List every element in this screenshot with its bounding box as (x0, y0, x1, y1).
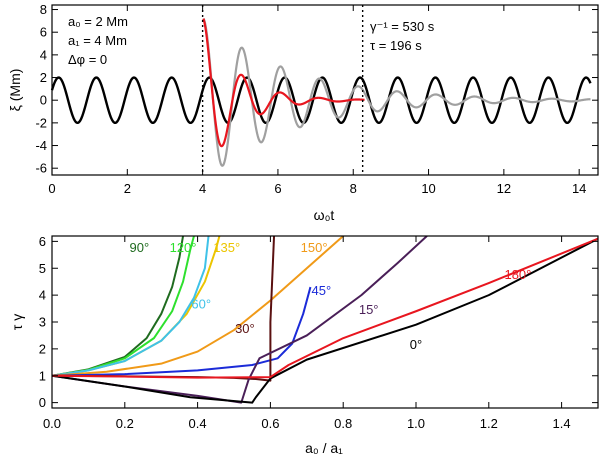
bottom-x-tick-label: 0.2 (116, 416, 134, 431)
top-y-tick-label: 2 (40, 70, 47, 85)
top-annotation-gamma: γ⁻¹ = 530 s (370, 19, 435, 34)
bottom-series-label: 30° (235, 321, 255, 336)
top-plot-frame (51, 4, 599, 176)
top-x-tick-label: 10 (421, 181, 435, 196)
bottom-series-label: 0° (410, 337, 422, 352)
bottom-series-line (52, 236, 428, 404)
top-y-tick-label: -4 (35, 138, 47, 153)
top-y-tick-label: -2 (35, 115, 47, 130)
bottom-y-tick-label: 5 (39, 261, 46, 276)
bottom-series-label: 60° (191, 297, 211, 312)
bottom-curve-labels: 90° 120° 135° 60° 150° 45° 30° 15° 0° 180° (130, 240, 532, 352)
top-x-tick-label: 6 (274, 181, 281, 196)
top-annotation-a1: a₁ = 4 Mm (68, 33, 127, 48)
bottom-series-line (52, 286, 312, 377)
bottom-y-tick-label: 1 (39, 368, 46, 383)
bottom-ticks: 0.0 0.2 0.4 0.6 0.8 1.0 1.2 1.4 0 1 2 3 4 5 6 (39, 234, 598, 431)
bottom-panel: 0.0 0.2 0.4 0.6 0.8 1.0 1.2 1.4 0 1 2 3 4 5 6 90° 120° 1… (9, 234, 599, 456)
top-x-axis-label: ω₀t (314, 207, 335, 223)
bottom-y-tick-label: 4 (39, 288, 46, 303)
top-x-tick-label: 14 (572, 181, 586, 196)
bottom-x-tick-label: 0.8 (334, 416, 352, 431)
top-y-tick-label: 4 (40, 47, 47, 62)
bottom-series-label: 90° (130, 240, 150, 255)
bottom-series-label: 120° (170, 240, 197, 255)
bottom-curves (52, 236, 598, 404)
bottom-series-line (52, 236, 210, 377)
bottom-x-tick-label: 0.0 (43, 416, 61, 431)
bottom-series-line (52, 236, 344, 377)
top-ticks: 0 2 4 6 8 10 12 14 -6 -4 -2 0 2 4 6 8 (35, 2, 598, 196)
bottom-y-tick-label: 6 (39, 234, 46, 249)
top-x-tick-label: 8 (350, 181, 357, 196)
top-series-line (202, 17, 592, 167)
bottom-x-tick-label: 1.0 (407, 416, 425, 431)
bottom-x-tick-label: 0.4 (189, 416, 207, 431)
bottom-series-line (52, 236, 185, 377)
top-annotation-dphi: Δφ = 0 (68, 52, 107, 67)
top-y-tick-label: -6 (35, 161, 47, 176)
bottom-x-tick-label: 1.4 (553, 416, 571, 431)
top-x-tick-label: 4 (199, 181, 206, 196)
top-series-line (50, 76, 592, 125)
top-y-tick-label: 8 (40, 2, 47, 17)
top-vlines (201, 5, 364, 175)
top-series-line (202, 17, 366, 148)
top-annotation-tau: τ = 196 s (370, 38, 422, 53)
bottom-series-label: 15° (359, 302, 379, 317)
bottom-series-label: 150° (301, 240, 328, 255)
bottom-series-label: 135° (213, 240, 240, 255)
top-panel: 0 2 4 6 8 10 12 14 -6 -4 -2 0 2 4 6 8 a₀ = 2 Mm a₁ = 4 … (7, 2, 599, 223)
bottom-series-label: 180° (504, 267, 531, 282)
bottom-x-axis-label: a₀ / a₁ (305, 440, 343, 456)
top-y-axis-label: ξ (Mm) (7, 69, 23, 112)
top-curves (50, 17, 592, 167)
bottom-series-label: 45° (312, 283, 332, 298)
top-y-tick-label: 0 (40, 93, 47, 108)
bottom-plot-frame (51, 235, 599, 409)
bottom-y-axis-label: τ γ (9, 314, 25, 330)
top-x-tick-label: 2 (124, 181, 131, 196)
bottom-y-tick-label: 3 (39, 315, 46, 330)
top-y-tick-label: 6 (40, 25, 47, 40)
bottom-x-tick-label: 0.6 (261, 416, 279, 431)
bottom-y-tick-label: 2 (39, 341, 46, 356)
top-annotation-a0: a₀ = 2 Mm (68, 14, 128, 29)
bottom-series-line (52, 237, 598, 379)
bottom-x-tick-label: 1.2 (480, 416, 498, 431)
bottom-series-line (52, 237, 598, 404)
bottom-y-tick-label: 0 (39, 395, 46, 410)
top-x-tick-label: 12 (497, 181, 511, 196)
bottom-series-line (52, 236, 195, 377)
top-x-tick-label: 0 (48, 181, 55, 196)
